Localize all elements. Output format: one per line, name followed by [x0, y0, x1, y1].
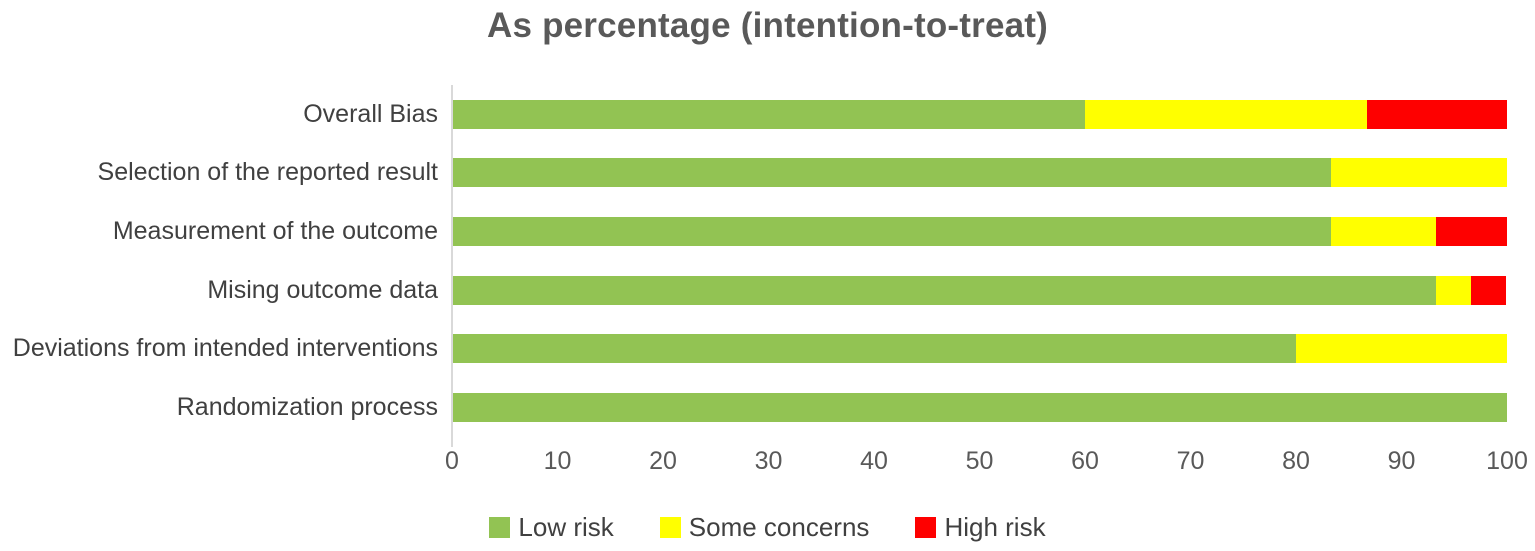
bar-segment-some-concerns	[1330, 158, 1507, 188]
bar-segment-some-concerns	[1085, 99, 1367, 129]
category-label: Measurement of the outcome	[112, 217, 438, 246]
bar-row: Selection of the reported result	[0, 144, 1535, 203]
x-axis: 0 10 20 30 40 50 60 70 80 90 100	[445, 447, 1528, 481]
x-tick-label: 10	[543, 447, 572, 475]
category-label: Deviations from intended interventions	[12, 334, 438, 363]
legend-swatch-icon	[489, 517, 511, 538]
bar-row: Overall Bias	[0, 85, 1535, 144]
x-tick-label: 60	[1071, 447, 1099, 475]
bar-row: Mising outcome data	[0, 261, 1535, 320]
bar-row: Deviations from intended interventions	[0, 320, 1535, 379]
legend-label: High risk	[944, 512, 1046, 542]
category-label: Selection of the reported result	[97, 158, 438, 187]
bar-row: Randomization process	[0, 378, 1535, 437]
x-tick-label: 20	[649, 447, 677, 475]
bar-segment-low-risk	[452, 393, 1507, 423]
x-tick-label: 80	[1282, 447, 1310, 475]
x-tick-label: 90	[1387, 447, 1416, 475]
y-axis-line	[451, 85, 453, 447]
bar-segment-some-concerns	[1436, 275, 1472, 305]
bar-track	[452, 393, 1507, 423]
bar-segment-low-risk	[452, 334, 1296, 364]
x-tick-label: 100	[1486, 447, 1528, 475]
bar-segment-high-risk	[1436, 217, 1507, 247]
bar-segment-low-risk	[452, 275, 1437, 305]
x-tick-label: 50	[965, 447, 994, 475]
bar-segment-low-risk	[452, 99, 1085, 129]
legend-item-high-risk: High risk	[915, 512, 1046, 543]
category-label: Overall Bias	[303, 99, 438, 128]
bar-segment-high-risk	[1471, 275, 1506, 305]
bar-segment-low-risk	[452, 158, 1331, 188]
legend-item-some-concerns: Some concerns	[659, 512, 870, 543]
bar-segment-high-risk	[1366, 99, 1507, 129]
category-label: Randomization process	[176, 393, 438, 422]
bar-segment-some-concerns	[1296, 334, 1507, 364]
bar-track	[452, 158, 1507, 188]
bar-row: Measurement of the outcome	[0, 202, 1535, 261]
x-tick-label: 40	[860, 447, 888, 475]
plot-area: Overall Bias Selection of the reported re…	[0, 85, 1535, 437]
bar-track	[452, 99, 1507, 129]
bar-track	[452, 334, 1507, 364]
category-label: Mising outcome data	[207, 275, 438, 304]
bar-segment-some-concerns	[1330, 217, 1437, 247]
legend-item-low-risk: Low risk	[489, 512, 614, 543]
legend-swatch-icon	[659, 517, 681, 538]
x-tick-label: 70	[1176, 447, 1205, 475]
bar-track	[452, 217, 1507, 247]
legend: Low risk Some concerns High risk	[0, 512, 1535, 543]
legend-swatch-icon	[915, 517, 937, 538]
x-tick-label: 30	[754, 447, 783, 475]
bar-track	[452, 275, 1507, 305]
x-tick-label: 0	[445, 447, 459, 475]
legend-label: Some concerns	[688, 512, 870, 542]
bar-segment-low-risk	[452, 217, 1331, 247]
chart-title: As percentage (intention-to-treat)	[487, 6, 1048, 45]
legend-label: Low risk	[518, 512, 614, 542]
